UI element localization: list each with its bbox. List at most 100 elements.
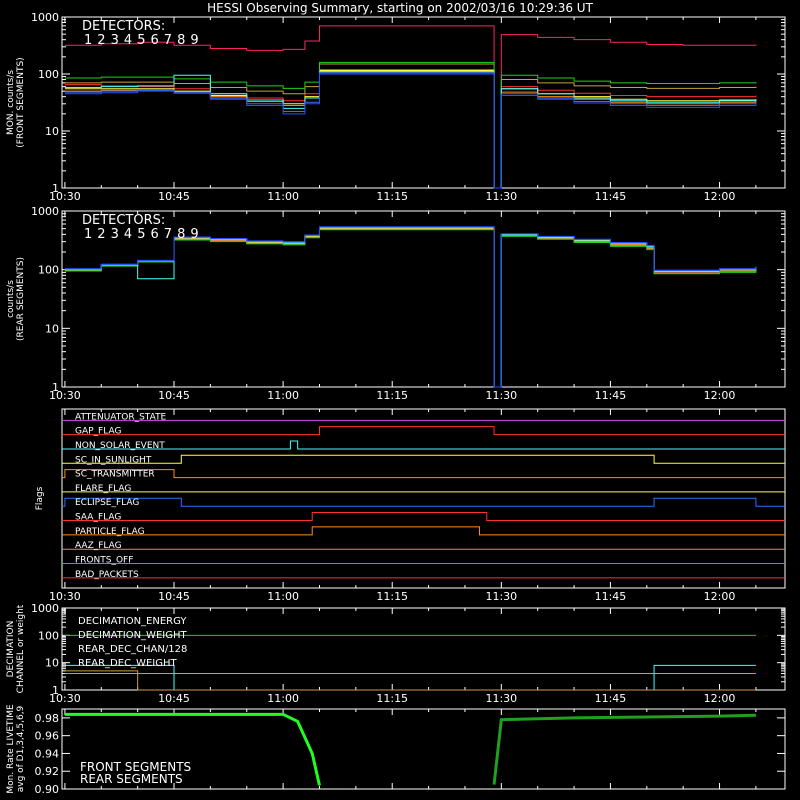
- x-tick-label: 12:00: [704, 389, 736, 402]
- y-axis-label-group: CHANNEL or weight: [16, 604, 26, 693]
- x-tick-label: 10:45: [158, 692, 190, 705]
- legend-detector-number: 4: [124, 227, 132, 242]
- y-tick-label: 0.92: [35, 765, 60, 778]
- y-axis-label-group: avg of D1,3,4,5,6,9: [16, 705, 26, 792]
- legend-title: DETECTORS:: [82, 19, 165, 34]
- y-axis-label-group: counts/s: [6, 280, 16, 318]
- series-line: [64, 712, 321, 786]
- y-tick-label: 1: [52, 684, 59, 697]
- legend-detector-number: 8: [177, 227, 185, 242]
- x-tick-label: 12:00: [704, 590, 736, 603]
- y-tick-label: 100: [38, 629, 59, 642]
- series-line: [64, 227, 757, 388]
- flag-line: [62, 469, 785, 479]
- y-axis-label: (REAR SEGMENTS): [16, 257, 26, 341]
- x-tick-label: 11:00: [267, 389, 299, 402]
- legend-detector-number: 1: [84, 227, 92, 242]
- x-tick-label: 10:30: [49, 389, 81, 402]
- chart-title: HESSI Observing Summary, starting on 200…: [207, 1, 593, 15]
- x-tick-label: 11:30: [485, 190, 517, 203]
- y-tick-label: 1: [52, 182, 59, 195]
- y-tick-label: 1000: [31, 602, 59, 615]
- flag-line: [62, 426, 785, 436]
- panel-frame: [61, 210, 786, 388]
- y-axis-label: Flags: [35, 486, 45, 510]
- y-axis-label-group: Mon. Rate LIVETIME: [6, 704, 16, 794]
- flag-label: ATTENUATOR_STATE: [75, 412, 167, 422]
- legend-detector-number: 4: [124, 33, 132, 48]
- flag-label: GAP_FLAG: [75, 427, 121, 437]
- x-tick-label: 11:30: [485, 389, 517, 402]
- y-axis-label-group: DECIMATION: [6, 621, 16, 678]
- legend-detector-number: 1: [84, 33, 92, 48]
- y-tick-label: 100: [38, 68, 59, 81]
- y-axis-label-group: Flags: [35, 486, 45, 510]
- series-line: [64, 63, 757, 189]
- y-tick-label: 10: [45, 125, 59, 138]
- legend-entry: DECIMATION_WEIGHT: [78, 630, 187, 641]
- y-axis-label-group: (REAR SEGMENTS): [16, 257, 26, 341]
- series-line: [64, 228, 757, 388]
- legend-detector-number: 6: [151, 33, 159, 48]
- x-tick-label: 11:15: [376, 389, 408, 402]
- y-tick-label: 0.94: [35, 747, 60, 760]
- series-line: [64, 68, 757, 189]
- series-line: [64, 227, 757, 388]
- legend-detector-number: 5: [137, 227, 145, 242]
- series-line: [64, 228, 757, 388]
- y-axis-label: CHANNEL or weight: [16, 604, 26, 693]
- flag-label: FRONTS_OFF: [75, 556, 133, 566]
- legend-title: DETECTORS:: [82, 213, 165, 228]
- x-tick-label: 11:30: [485, 590, 517, 603]
- x-tick-label: 11:00: [267, 692, 299, 705]
- series-line: [64, 226, 757, 388]
- y-tick-label: 10: [45, 657, 59, 670]
- x-tick-label: 12:00: [704, 190, 736, 203]
- y-tick-label: 1: [52, 381, 59, 394]
- legend-entry: DECIMATION_ENERGY: [78, 616, 187, 627]
- y-axis-label: counts/s: [6, 280, 16, 318]
- flag-label: SC_IN_SUNLIGHT: [75, 455, 152, 465]
- x-tick-label: 10:30: [49, 590, 81, 603]
- y-tick-label: 0.98: [35, 712, 60, 725]
- x-tick-label: 10:45: [158, 389, 190, 402]
- y-tick-label: 0.96: [35, 730, 60, 743]
- legend-detector-number: 7: [164, 33, 172, 48]
- legend-entry: REAR SEGMENTS: [80, 772, 183, 786]
- y-tick-label: 10: [45, 322, 59, 335]
- panel-frame: [61, 408, 786, 589]
- legend-detector-number: 7: [164, 227, 172, 242]
- y-axis-label: DECIMATION: [6, 621, 16, 678]
- flag-line: [62, 440, 785, 450]
- x-tick-label: 11:45: [595, 389, 627, 402]
- flag-line: [62, 497, 785, 507]
- flag-label: ECLIPSE_FLAG: [75, 498, 139, 508]
- x-tick-label: 11:00: [267, 190, 299, 203]
- y-axis-label-group: MON. counts/s: [6, 70, 16, 135]
- flag-label: PARTICLE_FLAG: [75, 527, 145, 537]
- panel-frame: [61, 16, 786, 189]
- flag-label: SAA_FLAG: [75, 513, 121, 523]
- series-line: [64, 72, 757, 189]
- x-tick-label: 11:15: [376, 590, 408, 603]
- legend-detector-number: 2: [97, 227, 105, 242]
- x-tick-label: 11:00: [267, 590, 299, 603]
- legend-detector-number: 5: [137, 33, 145, 48]
- y-tick-label: 1000: [31, 205, 59, 218]
- series-line: [64, 227, 757, 388]
- legend-detector-number: 2: [97, 33, 105, 48]
- legend-detector-number: 3: [111, 227, 119, 242]
- legend-detector-number: 9: [190, 227, 198, 242]
- x-tick-label: 10:45: [158, 590, 190, 603]
- x-tick-label: 11:30: [485, 692, 517, 705]
- y-axis-label: avg of D1,3,4,5,6,9: [16, 705, 26, 792]
- flag-label: AAZ_FLAG: [75, 541, 122, 551]
- x-tick-label: 10:30: [49, 692, 81, 705]
- series-line: [64, 226, 757, 388]
- legend-detector-number: 6: [151, 227, 159, 242]
- x-tick-label: 11:15: [376, 190, 408, 203]
- series-line: [64, 71, 757, 189]
- flag-line: [62, 512, 785, 522]
- y-tick-label: 1000: [31, 11, 59, 24]
- x-tick-label: 11:45: [595, 590, 627, 603]
